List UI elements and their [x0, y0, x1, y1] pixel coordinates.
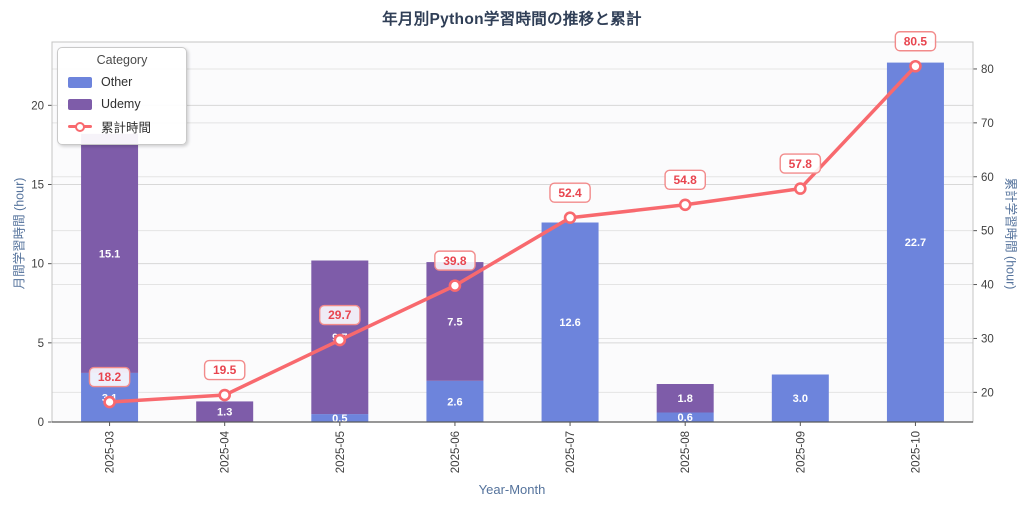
legend-line-marker-icon [68, 121, 92, 132]
x-axis-label: Year-Month [478, 482, 546, 497]
bar-segment-other-2025-06 [426, 380, 484, 422]
x-tick-label-2025-04: 2025-04 [220, 430, 232, 473]
left-tick-label-20: 20 [31, 100, 44, 112]
x-tick-label-2025-10: 2025-10 [910, 431, 922, 473]
bar-value-label-udemy-2025-08: 1.8 [678, 393, 693, 405]
annotation-box-2025-10 [894, 31, 937, 52]
cumulative-marker-2025-07 [563, 211, 577, 225]
annotation-value-2025-07: 52.4 [558, 186, 582, 200]
bar-segment-other-2025-07 [541, 222, 599, 422]
legend-label-udemy: Udemy [101, 97, 141, 111]
annotation-box-2025-05 [319, 304, 361, 326]
x-tick-label-2025-08: 2025-08 [680, 431, 692, 473]
right-tick-label-80: 80 [981, 64, 994, 76]
bar-segment-other-2025-05 [311, 414, 369, 422]
chart-title: 年月別Python学習時間の推移と累計 [382, 11, 642, 28]
legend-title: Category [96, 53, 148, 67]
right-tick-label-60: 60 [981, 172, 994, 184]
bar-value-label-other-2025-06: 2.6 [447, 396, 462, 408]
bar-value-label-udemy-2025-04: 1.3 [217, 407, 232, 419]
left-tick-label-0: 0 [38, 417, 44, 429]
annotation-value-2025-10: 80.5 [904, 34, 928, 48]
x-tick-label-2025-06: 2025-06 [450, 431, 462, 473]
cumulative-line [107, 64, 918, 404]
cumulative-marker-2025-05 [333, 333, 347, 347]
legend-label-other: Other [101, 75, 133, 89]
legend-swatch-udemy [68, 98, 92, 110]
annotation-box-2025-06 [434, 250, 476, 271]
plot-area [52, 42, 973, 422]
bar-segment-other-2025-10 [886, 62, 944, 422]
bar-value-label-udemy-2025-03: 15.1 [99, 248, 120, 260]
bar-value-label-other-2025-08: 0.6 [678, 412, 693, 424]
right-tick-label-50: 50 [981, 226, 994, 238]
x-tick-label-2025-07: 2025-07 [565, 431, 577, 473]
bar-segment-udemy-2025-08 [656, 384, 714, 413]
x-tick-label-2025-05: 2025-05 [335, 431, 347, 473]
bar-value-label-udemy-2025-06: 7.5 [447, 316, 462, 328]
left-tick-label-5: 5 [38, 338, 44, 350]
legend-circle-marker-icon [75, 121, 85, 132]
annotation-value-2025-06: 39.8 [443, 254, 467, 268]
x-tick-label-2025-03: 2025-03 [105, 431, 117, 473]
legend-item-cumulative: 累計時間 [66, 115, 178, 137]
cumulative-marker-2025-09 [794, 182, 807, 195]
right-tick-label-70: 70 [981, 118, 994, 130]
cumulative-marker-2025-06 [448, 279, 462, 292]
annotation-box-2025-08 [664, 169, 706, 190]
annotation-value-2025-04: 19.5 [213, 363, 237, 377]
cumulative-marker-2025-03 [103, 395, 116, 409]
annotation-box-2025-04 [203, 359, 246, 381]
annotation-value-2025-08: 54.8 [674, 173, 698, 187]
left-tick-label-15: 15 [31, 180, 44, 192]
annotation-box-2025-09 [779, 153, 822, 174]
annotation-value-2025-09: 57.8 [789, 157, 813, 171]
right-y-axis-label: 累計学習時間 (hour) [1003, 177, 1018, 290]
annotation-value-2025-03: 18.2 [98, 370, 122, 384]
legend-label-cumulative: 累計時間 [101, 120, 152, 135]
cumulative-marker-2025-10 [909, 59, 922, 73]
legend-swatch-other [68, 76, 92, 88]
left-y-axis-label: 月間学習時間 (hour) [12, 177, 27, 290]
annotation-box-2025-07 [549, 182, 591, 203]
legend-item-udemy: Udemy [66, 93, 178, 115]
cumulative-marker-2025-04 [218, 388, 231, 402]
right-tick-label-30: 30 [981, 333, 994, 345]
left-tick-label-10: 10 [31, 259, 44, 271]
bar-value-label-other-2025-07: 12.6 [559, 317, 580, 329]
bar-segment-other-2025-09 [771, 374, 829, 422]
x-tick-label-2025-09: 2025-09 [795, 431, 807, 473]
bar-segment-udemy-2025-04 [196, 401, 254, 422]
annotation-box-2025-03 [88, 366, 131, 388]
legend: Category Other Udemy 累計時間 [57, 47, 187, 145]
cumulative-marker-2025-08 [678, 198, 692, 212]
bar-segment-other-2025-08 [656, 412, 714, 422]
bar-value-label-other-2025-10: 22.7 [905, 237, 926, 249]
legend-item-other: Other [66, 71, 178, 93]
annotation-value-2025-05: 29.7 [328, 308, 352, 322]
right-tick-label-20: 20 [981, 387, 994, 399]
right-tick-label-40: 40 [981, 280, 994, 292]
bar-segment-udemy-2025-03 [81, 133, 139, 373]
bar-value-label-other-2025-09: 3.0 [793, 393, 808, 405]
